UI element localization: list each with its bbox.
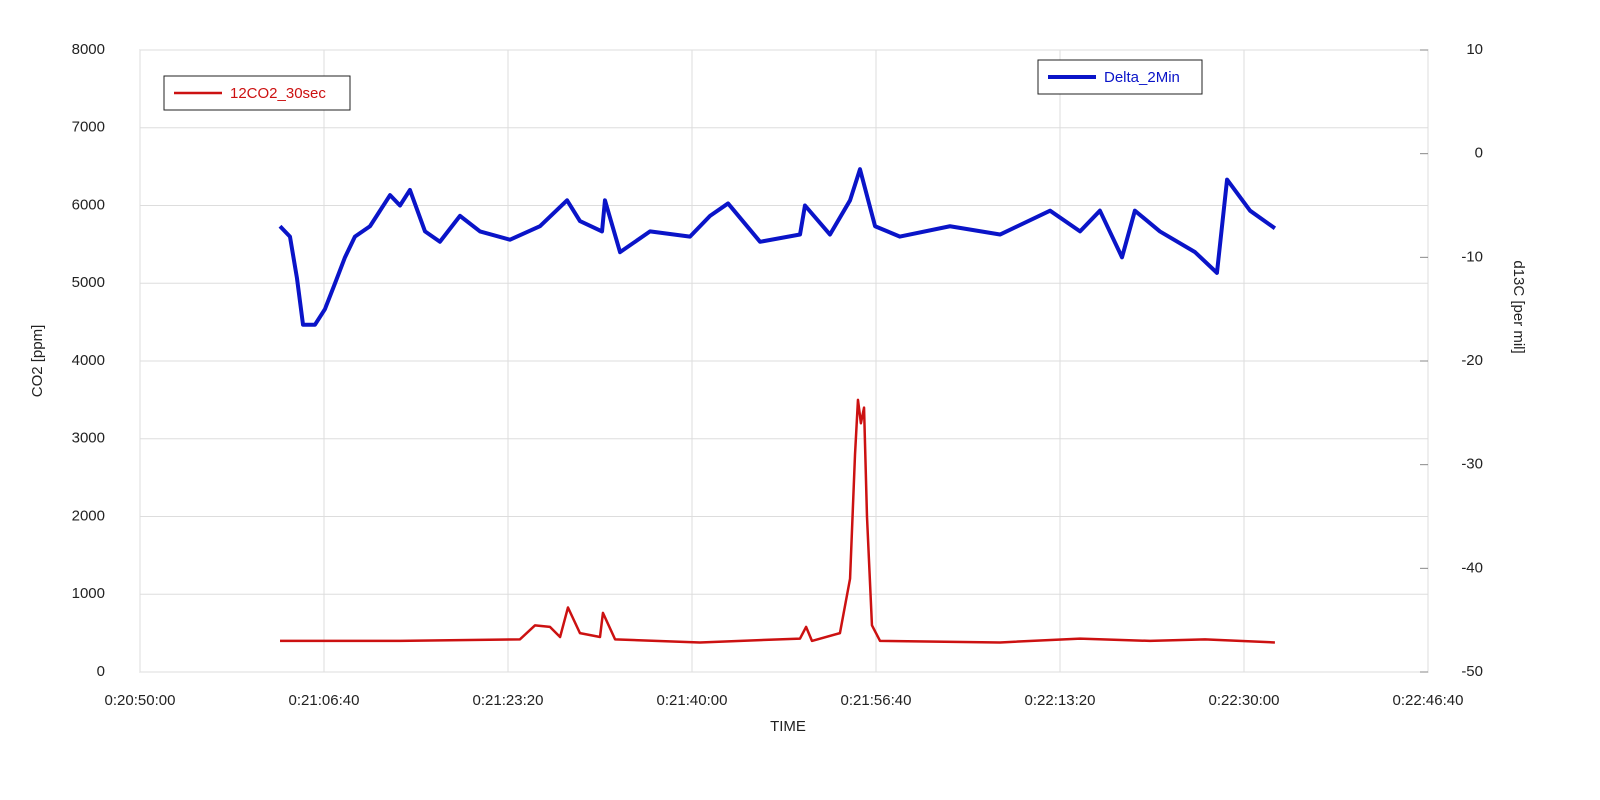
y-tick-label: 8000 [72,41,105,58]
legend: Delta_2Min [1037,59,1203,95]
y2-tick-label: -20 [1461,352,1483,369]
legend-label: Delta_2Min [1104,69,1180,86]
y-tick-label: 1000 [72,585,105,602]
y2-tick-label: 10 [1466,41,1483,58]
x-tick-label: 0:21:23:20 [473,692,544,709]
x-tick-label: 0:20:50:00 [105,692,176,709]
y-axis-label: CO2 [ppm] [29,325,46,398]
x-tick-label: 0:22:13:20 [1025,692,1096,709]
y2-tick-label: -10 [1461,248,1483,265]
y2-tick-label: -50 [1461,663,1483,680]
x-tick-label: 0:22:30:00 [1209,692,1280,709]
y2-tick-label: -30 [1461,456,1483,473]
y2-tick-label: 0 [1475,145,1483,162]
x-tick-label: 0:21:40:00 [657,692,728,709]
y-tick-label: 0 [97,663,105,680]
x-tick-label: 0:21:06:40 [289,692,360,709]
data-line [278,167,1277,327]
legend-label: 12CO2_30sec [230,85,326,102]
y-tick-label: 5000 [72,274,105,291]
y2-axis-label: d13C [per mil] [1510,260,1527,353]
y-tick-label: 4000 [72,352,105,369]
legend: 12CO2_30sec [163,75,351,111]
y-tick-label: 2000 [72,507,105,524]
y2-tick-label: -40 [1461,559,1483,576]
data-line [280,398,1275,644]
x-tick-label: 0:21:56:40 [841,692,912,709]
y-tick-label: 6000 [72,196,105,213]
y-tick-label: 3000 [72,430,105,447]
x-axis-label: TIME [770,718,806,735]
y-tick-label: 7000 [72,119,105,136]
x-tick-label: 0:22:46:40 [1393,692,1464,709]
